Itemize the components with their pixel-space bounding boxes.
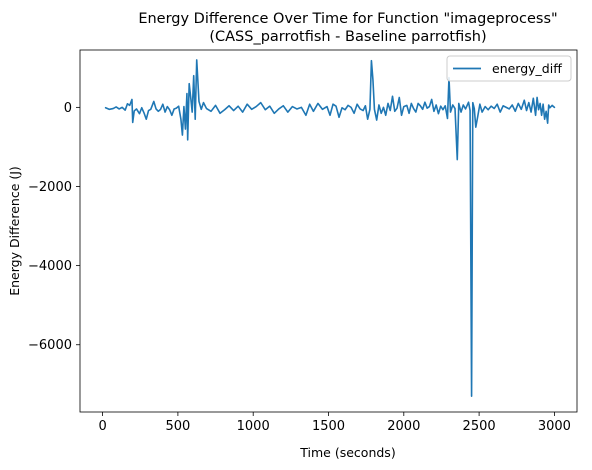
x-tick-label: 500 (165, 419, 190, 434)
x-axis: 0 500 1000 1500 2000 2500 3000 (98, 412, 571, 434)
y-axis-label: Energy Difference (J) (7, 166, 22, 296)
x-axis-label: Time (seconds) (299, 445, 395, 460)
y-tick-label: −2000 (28, 180, 72, 195)
y-tick-label: −6000 (28, 338, 72, 353)
x-tick-label: 1000 (237, 419, 270, 434)
y-tick-label: 0 (64, 101, 72, 116)
series-line-energy-diff (104, 59, 556, 397)
x-tick-label: 3000 (538, 419, 571, 434)
legend-box (446, 55, 572, 82)
legend-label: energy_diff (492, 61, 562, 76)
y-axis: −6000 −4000 −2000 0 (28, 101, 80, 353)
x-tick-label: 0 (98, 419, 106, 434)
y-tick-label: −4000 (28, 259, 72, 274)
x-tick-label: 2000 (387, 419, 420, 434)
legend: energy_diff (446, 55, 572, 82)
series-layer (104, 59, 556, 397)
x-tick-label: 1500 (312, 419, 345, 434)
chart-title: Energy Difference Over Time for Function… (138, 11, 557, 27)
chart-subtitle: (CASS_parrotfish - Baseline parrotfish) (209, 29, 486, 45)
x-tick-label: 2500 (463, 419, 496, 434)
